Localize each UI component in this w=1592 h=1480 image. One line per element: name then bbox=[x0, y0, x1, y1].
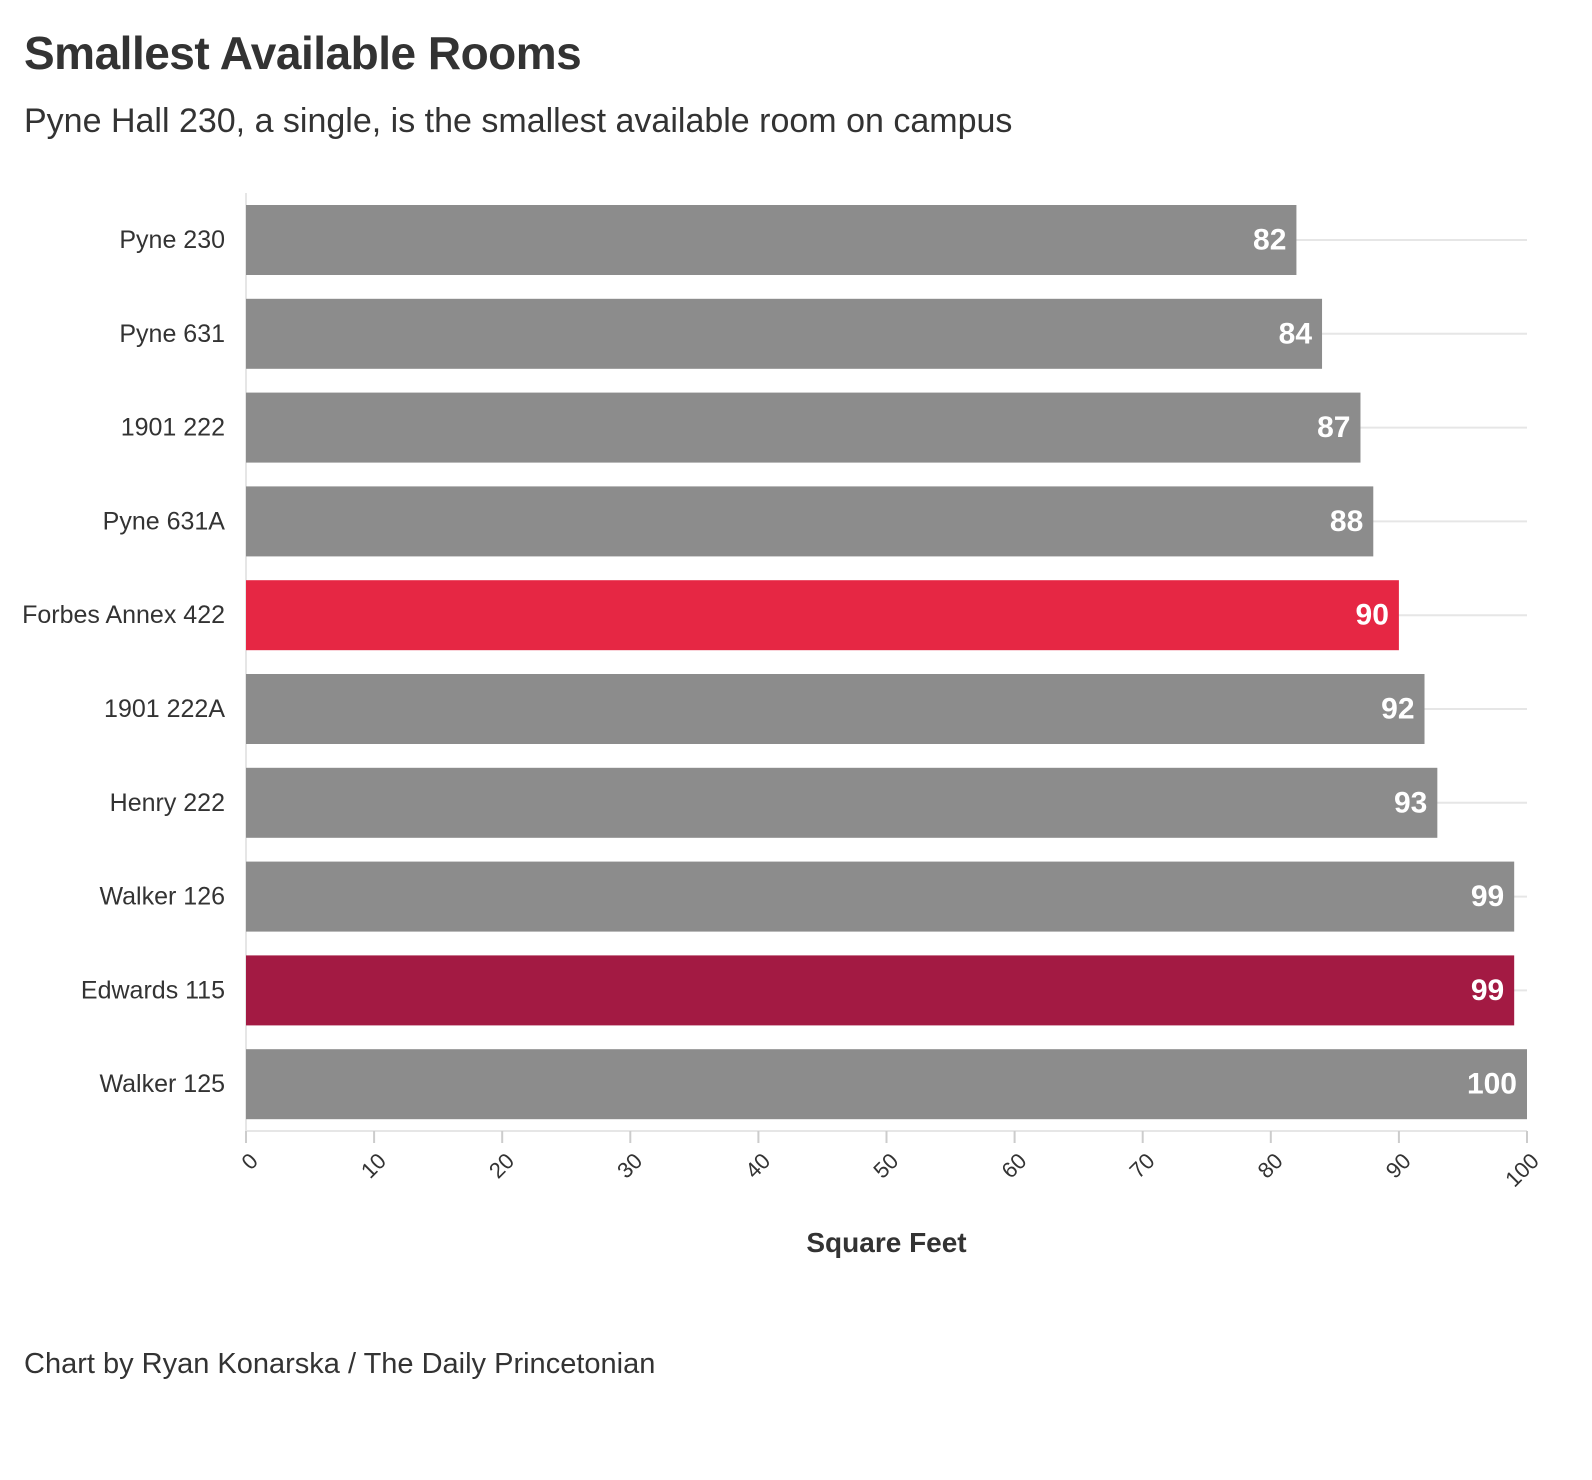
x-tick-label: 60 bbox=[996, 1148, 1031, 1183]
value-label: 93 bbox=[1394, 786, 1427, 819]
bar bbox=[246, 580, 1399, 651]
bar bbox=[246, 767, 1438, 838]
bar bbox=[246, 205, 1297, 275]
value-label: 88 bbox=[1330, 505, 1363, 538]
bar bbox=[246, 486, 1374, 557]
bar bbox=[246, 674, 1425, 744]
bar bbox=[246, 861, 1515, 932]
x-tick-label: 30 bbox=[612, 1148, 647, 1183]
x-tick-label: 80 bbox=[1253, 1148, 1288, 1183]
category-label: 1901 222A bbox=[104, 695, 225, 723]
value-label: 87 bbox=[1317, 411, 1350, 444]
x-tick-label: 90 bbox=[1381, 1148, 1416, 1183]
chart-title: Smallest Available Rooms bbox=[24, 27, 582, 79]
x-tick-label: 10 bbox=[356, 1148, 391, 1183]
category-label: Pyne 631 bbox=[119, 320, 225, 348]
category-label: 1901 222 bbox=[121, 414, 225, 442]
x-tick-label: 0 bbox=[236, 1148, 262, 1174]
category-label: Walker 126 bbox=[99, 883, 225, 911]
category-label: Forbes Annex 422 bbox=[22, 601, 225, 629]
category-label: Pyne 631A bbox=[103, 507, 226, 535]
x-tick-label: 100 bbox=[1500, 1148, 1544, 1192]
category-label: Walker 125 bbox=[99, 1070, 225, 1098]
chart-credit: Chart by Ryan Konarska / The Daily Princ… bbox=[24, 1348, 656, 1380]
value-label: 82 bbox=[1253, 224, 1286, 257]
x-axis: 0 10 20 30 40 50 60 70 80 90 100 bbox=[236, 1130, 1544, 1192]
x-tick-label: 40 bbox=[740, 1148, 775, 1183]
bar bbox=[246, 1049, 1527, 1120]
category-label: Henry 222 bbox=[110, 789, 225, 817]
value-label: 92 bbox=[1381, 693, 1414, 726]
x-tick-label: 70 bbox=[1125, 1148, 1160, 1183]
chart-subtitle: Pyne Hall 230, a single, is the smallest… bbox=[24, 102, 1013, 140]
x-tick-label: 50 bbox=[868, 1148, 903, 1183]
x-tick-label: 20 bbox=[484, 1148, 519, 1183]
value-label: 84 bbox=[1279, 317, 1313, 350]
value-label: 99 bbox=[1471, 974, 1504, 1007]
value-label: 90 bbox=[1356, 599, 1389, 632]
value-label: 100 bbox=[1467, 1068, 1517, 1101]
category-label: Edwards 115 bbox=[81, 976, 225, 1004]
bars: Pyne 230 82 Pyne 631 84 1901 222 87 Pyne 631A 8… bbox=[22, 205, 1527, 1120]
value-label: 99 bbox=[1471, 880, 1504, 913]
bar bbox=[246, 955, 1515, 1026]
bar bbox=[246, 298, 1323, 369]
category-label: Pyne 230 bbox=[119, 226, 225, 254]
x-axis-label: Square Feet bbox=[806, 1227, 966, 1258]
bar bbox=[246, 392, 1361, 463]
